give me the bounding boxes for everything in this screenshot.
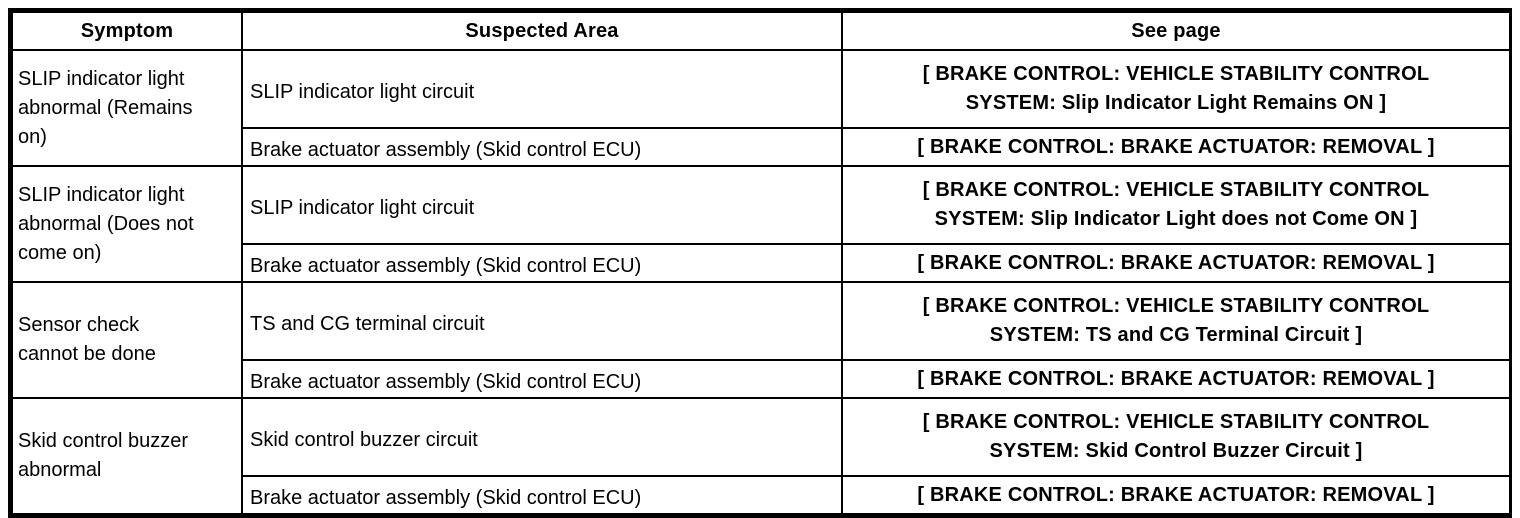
symptom-cell: Sensor check cannot be done (11, 281, 243, 399)
symptom-cell: Skid control buzzer abnormal (11, 397, 243, 515)
table-row: Sensor check cannot be done TS and CG te… (11, 281, 1511, 399)
suspected-area-cell: Brake actuator assembly (Skid control EC… (241, 127, 843, 167)
see-page-reference: [ BRAKE CONTROL: VEHICLE STABILITY CONTR… (922, 63, 1430, 114)
see-page-reference: [ BRAKE CONTROL: VEHICLE STABILITY CONTR… (922, 295, 1430, 346)
table-row: SLIP indicator light abnormal (Remains o… (11, 49, 1511, 167)
table-row: Skid control buzzer abnormal Skid contro… (11, 397, 1511, 515)
symptom-diagnostic-table: Symptom Suspected Area See page SLIP ind… (11, 11, 1511, 515)
table-row: Brake actuator assembly (Skid control EC… (12, 359, 1511, 399)
table-row: SLIP indicator light abnormal (Does not … (11, 165, 1511, 283)
table-row: Brake actuator assembly (Skid control EC… (12, 127, 1511, 167)
see-page-cell: [ BRAKE CONTROL: VEHICLE STABILITY CONTR… (841, 281, 1511, 361)
see-page-cell: [ BRAKE CONTROL: VEHICLE STABILITY CONTR… (841, 165, 1511, 245)
header-symptom: Symptom (11, 11, 243, 51)
symptom-cell: SLIP indicator light abnormal (Does not … (11, 165, 243, 283)
suspected-area-cell: Skid control buzzer circuit (241, 397, 843, 477)
suspected-area-cell: SLIP indicator light circuit (241, 49, 843, 129)
see-page-reference: [ BRAKE CONTROL: BRAKE ACTUATOR: REMOVAL… (917, 367, 1435, 390)
header-suspected-area: Suspected Area (241, 11, 843, 51)
see-page-reference: [ BRAKE CONTROL: VEHICLE STABILITY CONTR… (922, 179, 1430, 230)
header-see-page: See page (841, 11, 1511, 51)
see-page-cell: [ BRAKE CONTROL: BRAKE ACTUATOR: REMOVAL… (841, 127, 1511, 167)
suspected-area-cell: Brake actuator assembly (Skid control EC… (241, 359, 843, 399)
see-page-cell: [ BRAKE CONTROL: VEHICLE STABILITY CONTR… (841, 49, 1511, 129)
symptom-text: Skid control buzzer abnormal (18, 430, 189, 481)
table-row: Brake actuator assembly (Skid control EC… (12, 475, 1511, 515)
see-page-reference: [ BRAKE CONTROL: BRAKE ACTUATOR: REMOVAL… (917, 251, 1435, 274)
suspected-area-cell: Brake actuator assembly (Skid control EC… (241, 243, 843, 283)
see-page-reference: [ BRAKE CONTROL: BRAKE ACTUATOR: REMOVAL… (917, 483, 1435, 506)
see-page-reference: [ BRAKE CONTROL: VEHICLE STABILITY CONTR… (922, 411, 1430, 462)
diagnostic-table-frame: Symptom Suspected Area See page SLIP ind… (8, 8, 1512, 518)
symptom-cell: SLIP indicator light abnormal (Remains o… (11, 49, 243, 167)
table-row: Brake actuator assembly (Skid control EC… (12, 243, 1511, 283)
table-header-row: Symptom Suspected Area See page (11, 11, 1511, 51)
symptom-text: SLIP indicator light abnormal (Does not … (18, 183, 194, 264)
symptom-text: SLIP indicator light abnormal (Remains o… (18, 67, 193, 148)
suspected-area-cell: TS and CG terminal circuit (241, 281, 843, 361)
suspected-area-cell: Brake actuator assembly (Skid control EC… (241, 475, 843, 515)
suspected-area-cell: SLIP indicator light circuit (241, 165, 843, 245)
see-page-cell: [ BRAKE CONTROL: BRAKE ACTUATOR: REMOVAL… (841, 359, 1511, 399)
symptom-text: Sensor check cannot be done (18, 314, 156, 365)
see-page-reference: [ BRAKE CONTROL: BRAKE ACTUATOR: REMOVAL… (917, 135, 1435, 158)
see-page-cell: [ BRAKE CONTROL: VEHICLE STABILITY CONTR… (841, 397, 1511, 477)
see-page-cell: [ BRAKE CONTROL: BRAKE ACTUATOR: REMOVAL… (841, 475, 1511, 515)
see-page-cell: [ BRAKE CONTROL: BRAKE ACTUATOR: REMOVAL… (841, 243, 1511, 283)
